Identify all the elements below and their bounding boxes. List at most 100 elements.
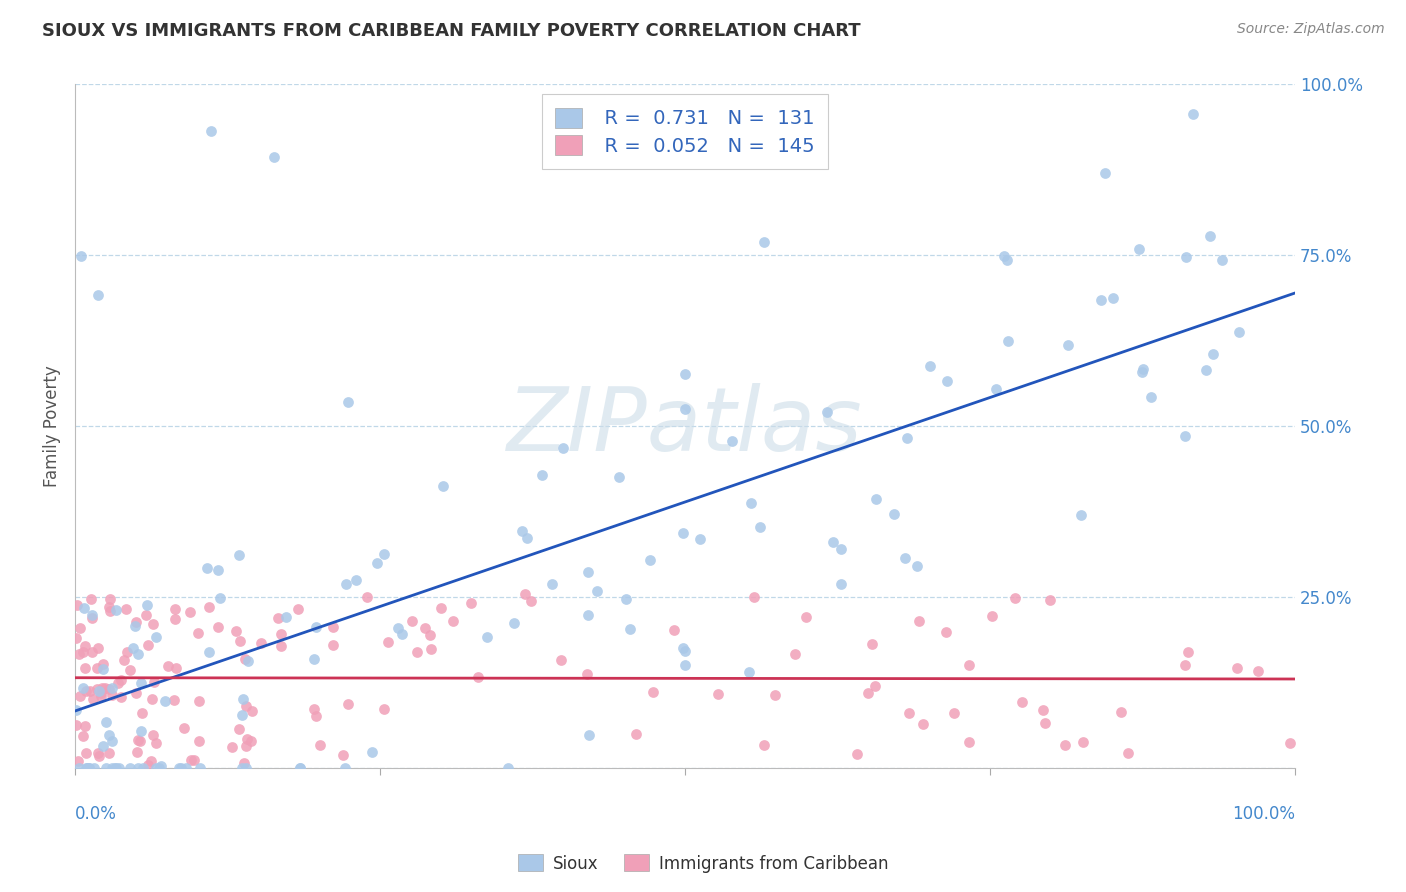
Point <box>228 722 250 736</box>
Point <box>104 603 127 617</box>
Point <box>235 652 257 666</box>
Point <box>101 681 124 695</box>
Point <box>145 761 167 775</box>
Point <box>82 610 104 624</box>
Point <box>896 431 918 445</box>
Point <box>1094 166 1116 180</box>
Text: ZIPatlas: ZIPatlas <box>508 383 863 469</box>
Point <box>391 626 413 640</box>
Point <box>1174 657 1197 672</box>
Point <box>332 747 354 762</box>
Point <box>89 749 111 764</box>
Point <box>1201 347 1223 361</box>
Point <box>208 591 231 606</box>
Text: SIOUX VS IMMIGRANTS FROM CARIBBEAN FAMILY POVERTY CORRELATION CHART: SIOUX VS IMMIGRANTS FROM CARIBBEAN FAMIL… <box>42 22 860 40</box>
Point <box>141 691 163 706</box>
Point <box>918 359 941 373</box>
Point <box>302 652 325 666</box>
Point <box>576 566 599 580</box>
Point <box>69 690 91 704</box>
Point <box>308 738 330 752</box>
Point <box>586 584 609 599</box>
Point <box>87 641 110 656</box>
Point <box>76 761 98 775</box>
Point <box>748 520 770 534</box>
Point <box>100 688 122 702</box>
Point <box>516 531 538 545</box>
Point <box>270 626 292 640</box>
Point <box>322 639 344 653</box>
Point <box>1139 390 1161 404</box>
Point <box>1278 736 1301 750</box>
Point <box>1132 362 1154 376</box>
Point <box>1227 325 1250 339</box>
Point <box>110 673 132 688</box>
Point <box>356 590 378 604</box>
Point <box>195 561 218 575</box>
Point <box>125 686 148 700</box>
Point <box>337 395 360 409</box>
Point <box>689 532 711 546</box>
Point <box>72 645 94 659</box>
Point <box>228 548 250 562</box>
Point <box>387 621 409 635</box>
Point <box>740 496 762 510</box>
Text: 100.0%: 100.0% <box>1232 805 1295 823</box>
Point <box>229 634 252 648</box>
Point <box>441 614 464 628</box>
Point <box>865 679 887 693</box>
Point <box>288 760 311 774</box>
Point <box>503 615 526 630</box>
Point <box>905 559 928 574</box>
Point <box>142 674 165 689</box>
Point <box>86 288 108 302</box>
Point <box>287 602 309 616</box>
Point <box>707 687 730 701</box>
Point <box>475 630 498 644</box>
Point <box>69 621 91 635</box>
Point <box>87 747 110 761</box>
Point <box>167 761 190 775</box>
Point <box>124 619 146 633</box>
Point <box>624 727 647 741</box>
Point <box>981 609 1004 624</box>
Point <box>235 739 257 754</box>
Point <box>360 745 382 759</box>
Point <box>420 641 443 656</box>
Point <box>235 698 257 713</box>
Point <box>67 761 90 775</box>
Point <box>131 723 153 738</box>
Point <box>754 235 776 249</box>
Point <box>401 614 423 628</box>
Point <box>305 620 328 634</box>
Point <box>198 599 221 614</box>
Point <box>1090 293 1112 307</box>
Point <box>67 755 90 769</box>
Point <box>136 598 159 612</box>
Point <box>1071 735 1094 749</box>
Point <box>80 608 103 623</box>
Point <box>188 761 211 775</box>
Point <box>720 434 742 448</box>
Point <box>122 640 145 655</box>
Point <box>72 729 94 743</box>
Point <box>1175 250 1198 264</box>
Point <box>830 542 852 557</box>
Point <box>737 665 759 679</box>
Point <box>619 623 641 637</box>
Point <box>94 761 117 775</box>
Point <box>187 626 209 640</box>
Point <box>1033 715 1056 730</box>
Point <box>995 253 1018 268</box>
Point <box>232 756 254 770</box>
Point <box>1194 363 1216 377</box>
Point <box>957 658 980 673</box>
Point <box>550 653 572 667</box>
Point <box>1174 429 1197 443</box>
Point <box>75 761 97 775</box>
Point <box>156 659 179 673</box>
Point <box>145 630 167 644</box>
Point <box>1182 107 1205 121</box>
Point <box>87 684 110 698</box>
Point <box>176 761 198 775</box>
